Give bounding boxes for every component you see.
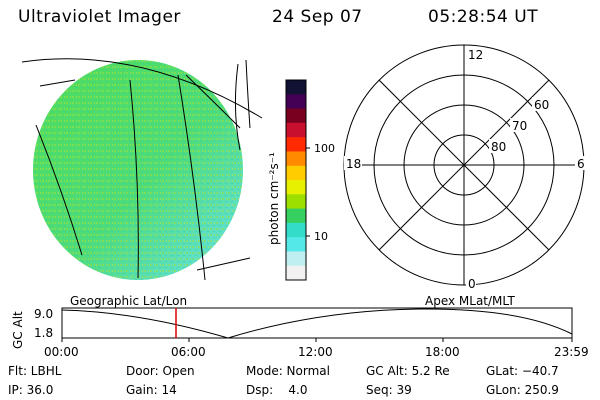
status-block: Flt: LBHL IP: 36.0 Door: Open Gain: 14 M… (8, 364, 559, 397)
status-gain: Gain: 14 (126, 383, 177, 397)
uv-image-panel (21, 58, 263, 281)
altitude-xtick: 23:59 (554, 345, 589, 359)
label-bg (344, 156, 362, 170)
status-door: Door: Open (126, 364, 195, 378)
colorbar-cell (286, 151, 306, 167)
altitude-plot: GC Alt 9.0 1.8 00:00 06:00 12:00 18:00 2… (11, 307, 589, 359)
status-mode: Mode: Normal (246, 364, 330, 378)
geographic-grid (21, 58, 263, 281)
colorbar-cells (286, 80, 306, 281)
label-bg (575, 156, 585, 170)
altitude-xtick: 06:00 (171, 345, 206, 359)
colorbar: 100 10 photon cm⁻²s⁻¹ (267, 79, 335, 281)
colorbar-tick-label: 100 (314, 142, 335, 155)
label-bg (532, 97, 550, 111)
longitude-line (234, 63, 241, 151)
longitude-line (35, 124, 83, 256)
header-date: 24 Sep 07 (272, 7, 363, 27)
mlt-label-12: 12 (468, 48, 483, 62)
colorbar-cell (286, 194, 306, 210)
longitude-line (245, 59, 251, 129)
status-seq: Seq: 39 (366, 383, 412, 397)
colorbar-unit-label: photon cm⁻²s⁻¹ (267, 152, 281, 245)
app-title: Ultraviolet Imager (18, 7, 181, 27)
colorbar-cell (286, 80, 306, 95)
header-time: 05:28:54 UT (428, 7, 539, 27)
colorbar-cell (286, 137, 306, 152)
mlt-label-0: 0 (468, 277, 476, 291)
latitude-line (21, 58, 263, 119)
colorbar-cell (286, 251, 306, 267)
colorbar-cell (286, 265, 306, 281)
colorbar-tick-label: 10 (314, 230, 328, 243)
latitude-line (196, 257, 251, 271)
label-bg (510, 118, 528, 132)
image-panel-label: Geographic Lat/Lon (70, 294, 187, 308)
colorbar-cell (286, 180, 306, 195)
colorbar-cell (286, 222, 306, 238)
colorbar-cell (286, 94, 306, 110)
longitude-line (177, 74, 206, 281)
altitude-ylabel: GC Alt (11, 311, 25, 349)
longitude-line (129, 79, 139, 279)
altitude-xtick: 18:00 (425, 345, 460, 359)
altitude-plot-frame (61, 307, 573, 339)
colorbar-cell (286, 122, 306, 138)
altitude-xtick: 00:00 (44, 345, 79, 359)
polar-diagonal (378, 79, 550, 251)
status-ip: IP: 36.0 (8, 383, 53, 397)
mlt-label-18: 18 (346, 157, 361, 171)
colorbar-cell (286, 237, 306, 252)
polar-plot (343, 44, 585, 286)
status-dsp: Dsp: 4.0 (246, 383, 308, 397)
label-bg (489, 139, 507, 153)
latitude-line (39, 79, 76, 87)
status-glon: GLon: 250.9 (486, 383, 559, 397)
polar-plot-label: Apex MLat/MLT (425, 294, 515, 308)
lat-label-70: 70 (512, 119, 527, 133)
label-bg (466, 47, 480, 61)
lat-label-60: 60 (534, 98, 549, 112)
altitude-ytick: 1.8 (34, 326, 53, 340)
colorbar-cell (286, 108, 306, 124)
lat-label-80: 80 (491, 140, 506, 154)
status-gc-alt: GC Alt: 5.2 Re (366, 364, 450, 378)
label-bg (466, 276, 476, 290)
latitude-line (185, 74, 241, 129)
altitude-ytick: 9.0 (34, 307, 53, 321)
altitude-curve (61, 308, 573, 339)
colorbar-frame (285, 79, 307, 281)
uv-image-texture (33, 60, 243, 280)
status-glat: GLat: −40.7 (486, 364, 559, 378)
mlt-label-6: 6 (577, 157, 585, 171)
status-filter: Flt: LBHL (8, 364, 62, 378)
colorbar-cell (286, 208, 306, 224)
colorbar-cell (286, 165, 306, 181)
altitude-xtick: 12:00 (298, 345, 333, 359)
